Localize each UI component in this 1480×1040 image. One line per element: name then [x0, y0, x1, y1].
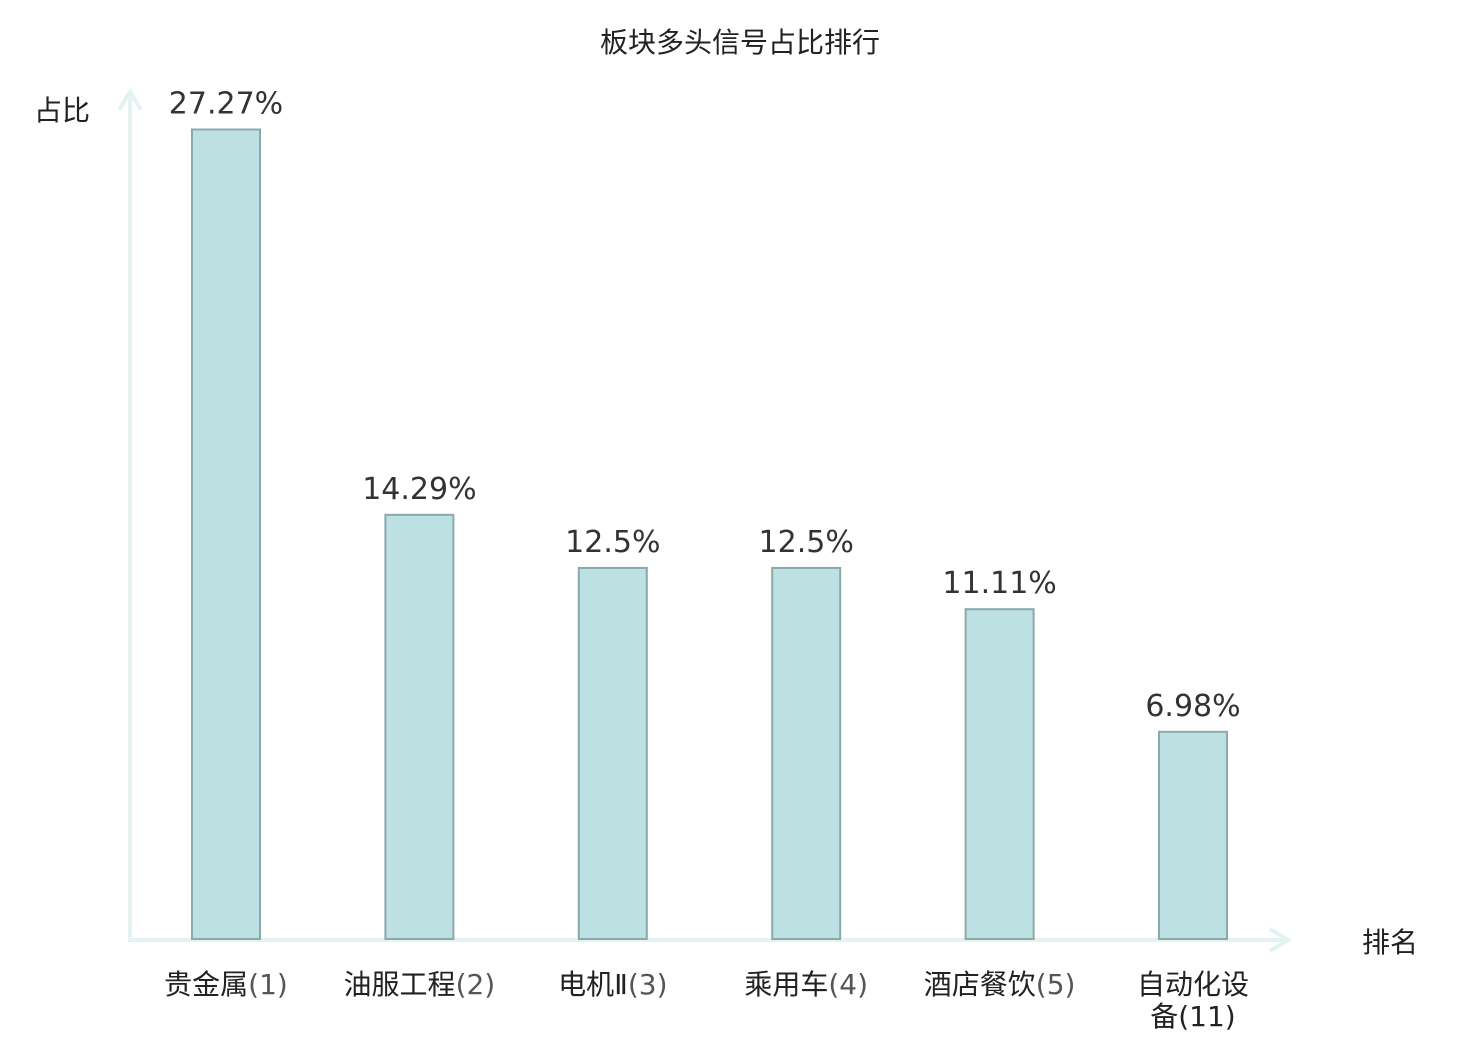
- bar-1: [191, 128, 261, 940]
- y-axis-label: 占比: [34, 94, 90, 127]
- value-labels-group: 27.27% 14.29% 12.5% 12.5% 11.11% 6.98%: [169, 87, 1241, 724]
- value-label-1: 27.27%: [169, 87, 283, 122]
- category-label-4: 乘用车(4): [744, 968, 868, 1001]
- value-label-4: 12.5%: [759, 525, 854, 560]
- bar-5: [964, 608, 1035, 940]
- bar-6: [1158, 730, 1228, 940]
- value-label-2: 14.29%: [362, 472, 476, 507]
- category-label-3: 电机Ⅱ(3): [558, 968, 667, 1001]
- value-label-6: 6.98%: [1145, 689, 1240, 724]
- category-label-6: 自动化设备(11): [1137, 968, 1249, 1033]
- value-label-3: 12.5%: [565, 525, 660, 560]
- bars-group: [191, 128, 1228, 941]
- category-labels-group: 贵金属(1) 油服工程(2) 电机Ⅱ(3) 乘用车(4) 酒店餐饮(5) 自动化设备(11…: [164, 968, 1249, 1033]
- category-label-2: 油服工程(2): [344, 968, 496, 1001]
- chart-title: 板块多头信号占比排行: [600, 26, 880, 59]
- x-axis-arrow: [1268, 927, 1292, 953]
- value-label-5: 11.11%: [942, 566, 1056, 601]
- y-axis-arrow: [117, 88, 143, 112]
- category-label-5: 酒店餐饮(5): [924, 968, 1076, 1001]
- bar-3: [577, 566, 648, 941]
- bar-2: [384, 513, 455, 940]
- category-label-1: 贵金属(1): [164, 968, 288, 1001]
- bar-4: [771, 566, 842, 941]
- x-axis-label: 排名: [1362, 926, 1418, 959]
